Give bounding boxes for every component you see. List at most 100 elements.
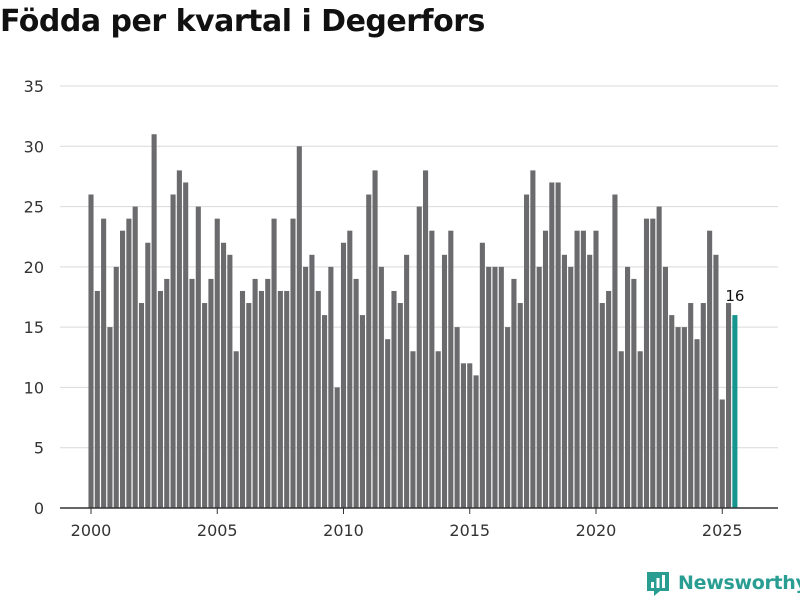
- bar[interactable]: [126, 218, 132, 508]
- bar[interactable]: [561, 254, 567, 508]
- bar[interactable]: [189, 278, 195, 508]
- bar[interactable]: [176, 170, 182, 508]
- bar[interactable]: [694, 339, 700, 508]
- bar[interactable]: [309, 254, 315, 508]
- bar[interactable]: [492, 266, 498, 508]
- bar[interactable]: [157, 290, 163, 508]
- bar-highlight[interactable]: [732, 315, 738, 508]
- bar[interactable]: [454, 327, 460, 508]
- bar[interactable]: [303, 266, 309, 508]
- bar[interactable]: [574, 230, 580, 508]
- bar[interactable]: [536, 266, 542, 508]
- bar[interactable]: [448, 230, 454, 508]
- bar[interactable]: [284, 290, 290, 508]
- bar[interactable]: [580, 230, 586, 508]
- bar[interactable]: [315, 290, 321, 508]
- bar[interactable]: [681, 327, 687, 508]
- bar[interactable]: [353, 278, 359, 508]
- bar[interactable]: [593, 230, 599, 508]
- bar[interactable]: [643, 218, 650, 508]
- brand-logo[interactable]: Newsworthy: [644, 569, 800, 597]
- bar[interactable]: [101, 218, 107, 508]
- bar[interactable]: [524, 194, 530, 508]
- bar[interactable]: [688, 303, 694, 508]
- bar[interactable]: [132, 206, 138, 508]
- bar[interactable]: [568, 266, 574, 508]
- bar[interactable]: [145, 242, 151, 509]
- bar[interactable]: [214, 218, 220, 508]
- bar[interactable]: [208, 278, 214, 508]
- bar[interactable]: [505, 327, 511, 508]
- bar[interactable]: [113, 266, 119, 508]
- bar[interactable]: [170, 194, 176, 508]
- bar[interactable]: [707, 230, 713, 508]
- bar[interactable]: [372, 170, 378, 508]
- bar[interactable]: [290, 218, 296, 508]
- bar[interactable]: [385, 339, 391, 508]
- bar[interactable]: [404, 254, 410, 508]
- bar[interactable]: [719, 399, 725, 508]
- bar[interactable]: [227, 254, 233, 508]
- bar[interactable]: [669, 315, 675, 508]
- bar[interactable]: [625, 266, 631, 508]
- bar[interactable]: [429, 230, 435, 508]
- bar[interactable]: [612, 194, 618, 508]
- bar[interactable]: [164, 278, 170, 508]
- bar[interactable]: [391, 290, 397, 508]
- bar[interactable]: [378, 266, 384, 508]
- bar[interactable]: [416, 206, 422, 508]
- bar[interactable]: [359, 315, 365, 508]
- bar[interactable]: [631, 278, 637, 508]
- bar[interactable]: [530, 170, 536, 508]
- bar[interactable]: [252, 278, 258, 508]
- bar[interactable]: [195, 206, 201, 508]
- bar[interactable]: [460, 363, 466, 508]
- bar[interactable]: [120, 230, 126, 508]
- bar[interactable]: [479, 242, 485, 509]
- bar[interactable]: [467, 363, 473, 508]
- bar[interactable]: [258, 290, 264, 508]
- bar[interactable]: [296, 146, 302, 509]
- bar[interactable]: [277, 290, 283, 508]
- bar[interactable]: [239, 290, 246, 508]
- bar[interactable]: [542, 230, 549, 508]
- bar[interactable]: [700, 303, 706, 508]
- bar[interactable]: [498, 266, 504, 508]
- bar[interactable]: [138, 303, 145, 508]
- bar[interactable]: [587, 254, 593, 508]
- bar[interactable]: [347, 230, 353, 508]
- bar[interactable]: [271, 218, 277, 508]
- bar[interactable]: [334, 387, 340, 508]
- bar[interactable]: [233, 351, 239, 508]
- bar[interactable]: [322, 315, 328, 508]
- bar[interactable]: [246, 303, 252, 508]
- bar[interactable]: [713, 254, 719, 508]
- bar[interactable]: [397, 303, 403, 508]
- bar[interactable]: [202, 303, 208, 508]
- bar[interactable]: [662, 266, 668, 508]
- bar[interactable]: [606, 290, 612, 508]
- bar[interactable]: [151, 134, 157, 509]
- bar[interactable]: [441, 254, 448, 508]
- bar[interactable]: [265, 278, 271, 508]
- bar[interactable]: [435, 351, 441, 508]
- bar[interactable]: [94, 290, 100, 508]
- bar[interactable]: [486, 266, 492, 508]
- bar[interactable]: [618, 351, 624, 508]
- bar[interactable]: [511, 278, 517, 508]
- bar[interactable]: [726, 303, 732, 508]
- bar[interactable]: [473, 375, 479, 508]
- bar[interactable]: [366, 194, 372, 508]
- bar[interactable]: [328, 266, 334, 508]
- bar[interactable]: [656, 206, 662, 508]
- bar[interactable]: [517, 303, 523, 508]
- bar[interactable]: [340, 242, 347, 509]
- bar[interactable]: [221, 242, 227, 509]
- bar[interactable]: [183, 182, 189, 508]
- bar[interactable]: [88, 194, 94, 508]
- bar[interactable]: [555, 182, 561, 508]
- bar[interactable]: [650, 218, 656, 508]
- bar[interactable]: [637, 351, 643, 508]
- bar[interactable]: [549, 182, 555, 508]
- bar[interactable]: [423, 170, 429, 508]
